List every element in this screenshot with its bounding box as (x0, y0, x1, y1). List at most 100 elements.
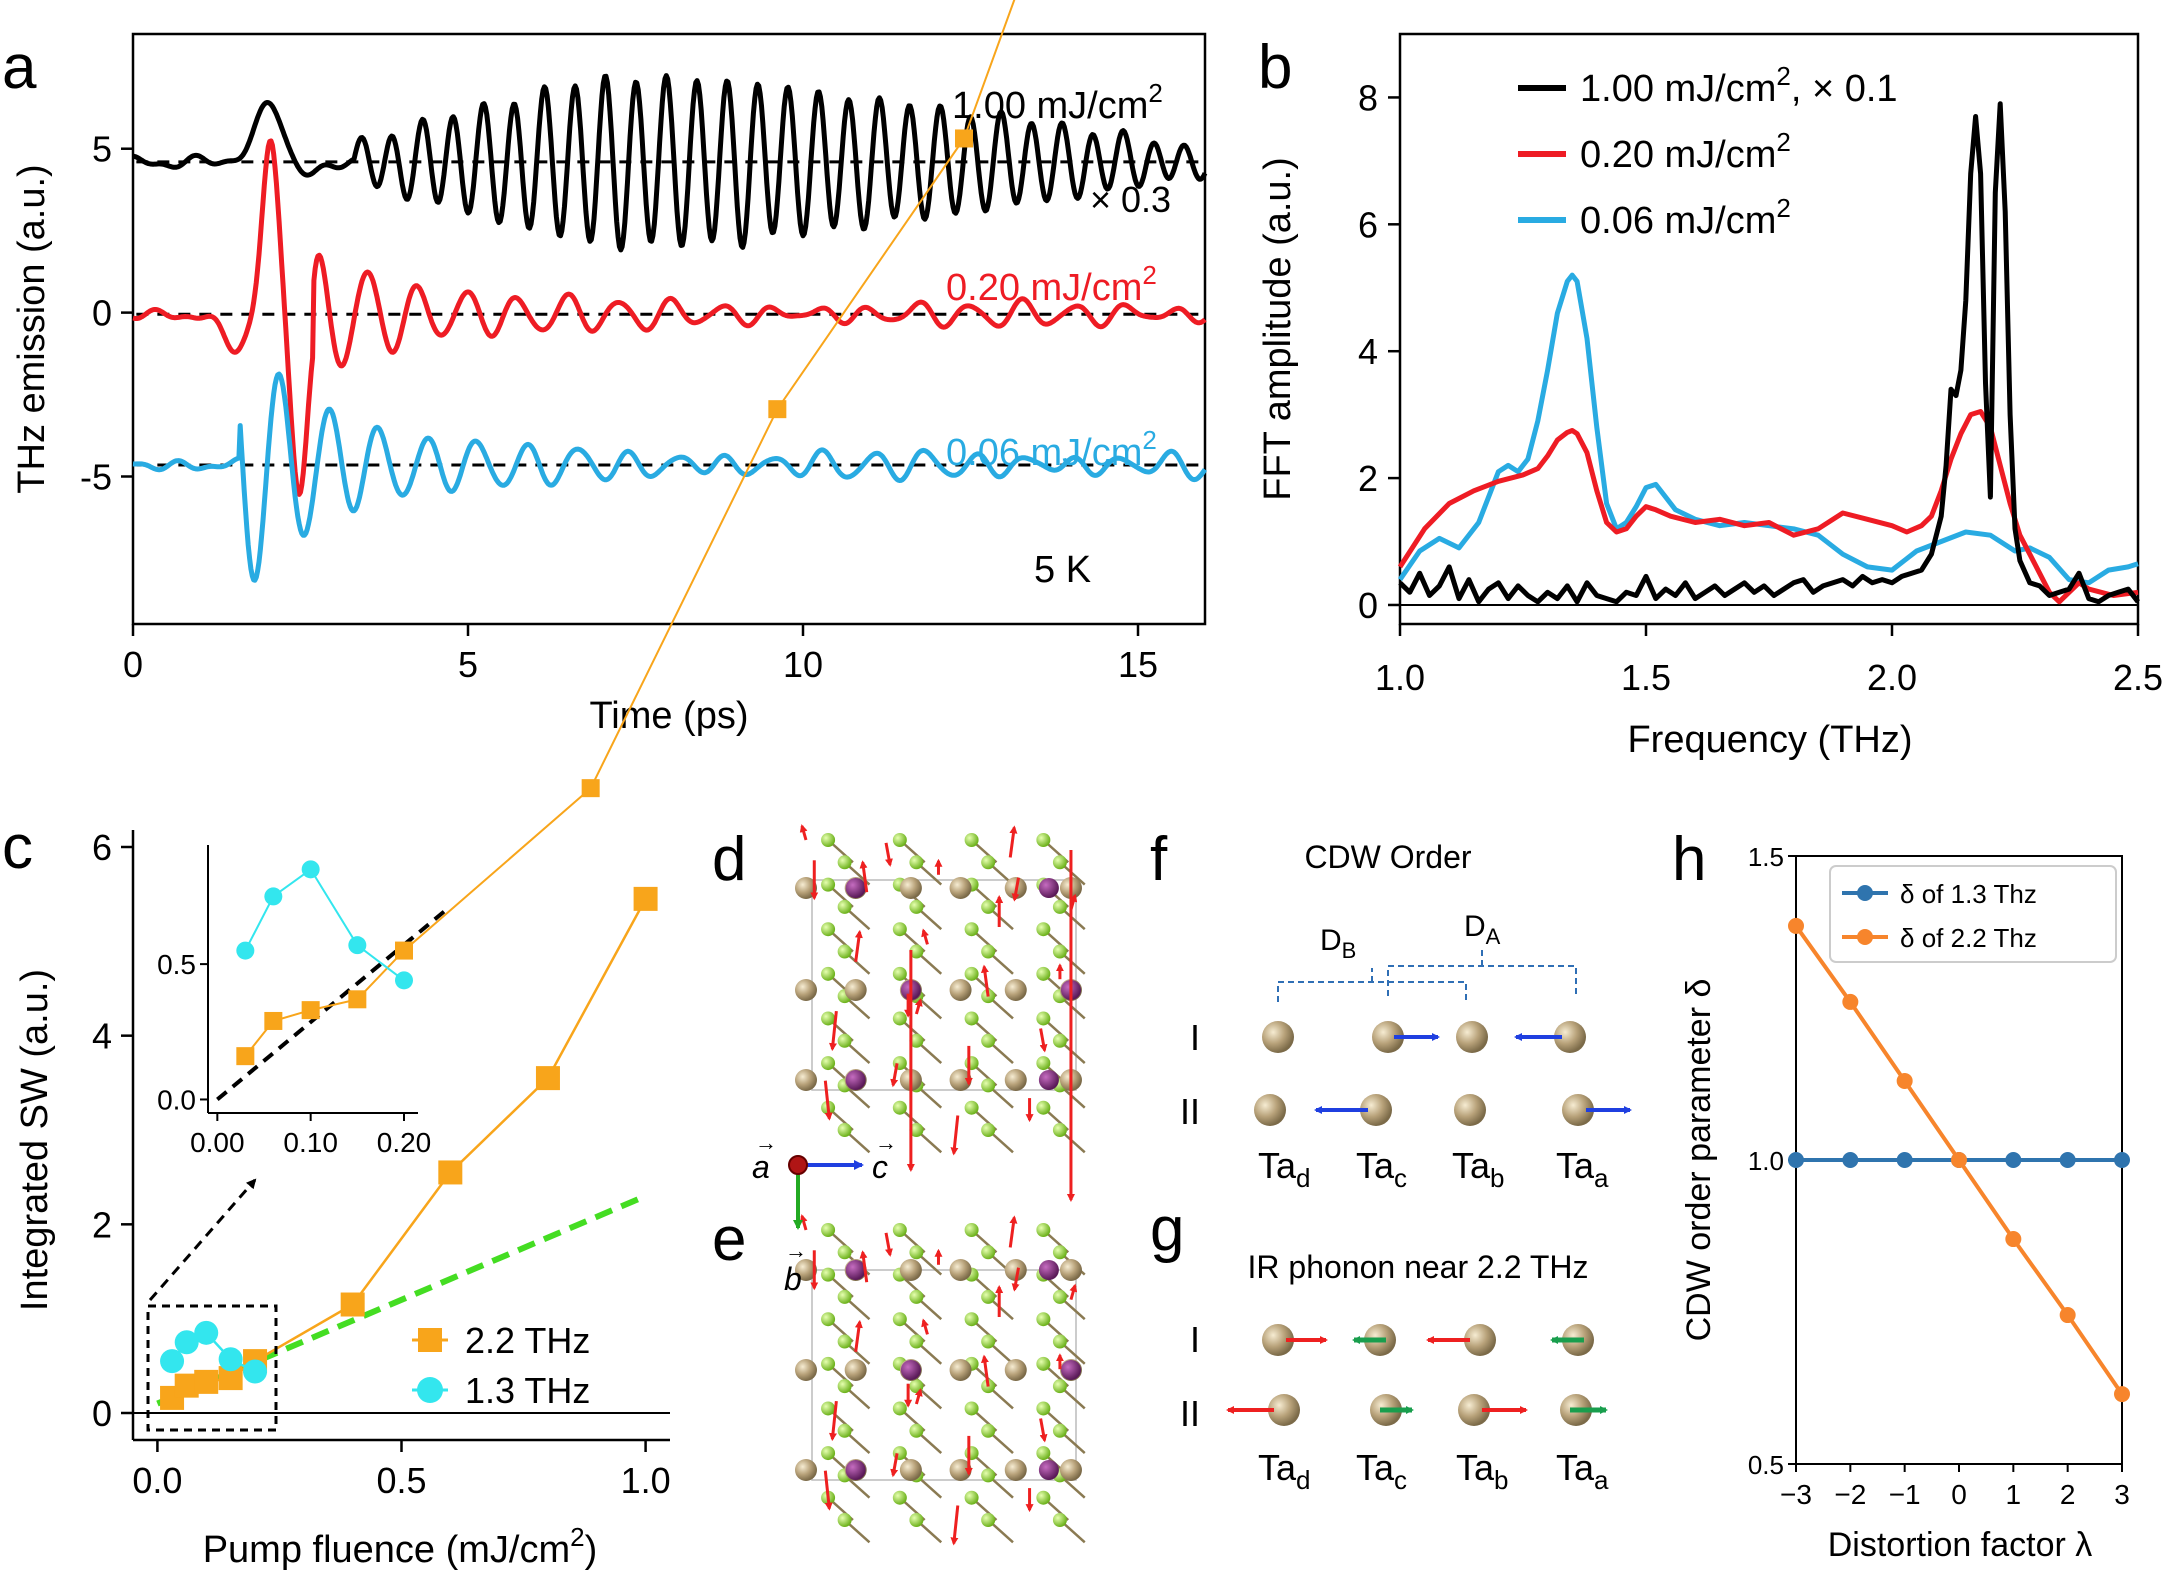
axis-c-vec: → (875, 1130, 897, 1155)
crystal-e-se-atom (893, 1312, 907, 1326)
crystal-d-se-atom (838, 945, 852, 959)
b-ytick-label-0: 0 (1358, 585, 1378, 626)
crystal-e-se-atom (821, 1268, 835, 1282)
panel-c-ylabel: Integrated SW (a.u.) (14, 969, 56, 1311)
crystal-d-se-atom (965, 922, 979, 936)
crystal-e-se-atom (909, 1424, 923, 1438)
panel-a-ylabel: THz emission (a.u.) (11, 164, 53, 493)
row-label-f-II: II (1180, 1091, 1200, 1132)
h-ytick-label-0: 0.5 (1748, 1450, 1784, 1480)
legend-label-100: 1.00 mJ/cm2, × 0.1 (1580, 61, 1898, 110)
crystal-d-se-atom (1053, 855, 1067, 869)
crystal-d-se-atom (821, 878, 835, 892)
b-xtick-label-2: 2.0 (1867, 657, 1917, 698)
inset-xtick-label-1: 0.10 (283, 1127, 338, 1158)
crystal-d-se-atom (965, 1056, 979, 1070)
panel-letter-e: e (712, 1205, 746, 1274)
crystal-d-i-atom (1039, 878, 1059, 898)
panel-h-legend: δ of 1.3 Thz δ of 2.2 Thz (1830, 866, 2116, 962)
crystal-e-disp-arrow (856, 1322, 860, 1352)
crystal-e-se-atom (1053, 1335, 1067, 1349)
legend-label-006: 0.06 mJ/cm2 (1580, 193, 1791, 242)
b-ytick-label-2: 4 (1358, 331, 1378, 372)
h-ytick-label-2: 1.5 (1748, 842, 1784, 872)
crystal-d-disp-arrow (1041, 1029, 1045, 1051)
panel-a-chart: 051015-505 Time (ps) THz emission (a.u.)… (11, 34, 1205, 737)
crystal-e-se-atom (981, 1468, 995, 1482)
crystal-e-se-atom (838, 1245, 852, 1259)
crystal-d-se-atom (965, 1011, 979, 1025)
crystal-e-disp-arrow (923, 1320, 927, 1334)
crystal-e-se-atom (981, 1245, 995, 1259)
crystal-e-se-atom (821, 1357, 835, 1371)
b-ytick-label-3: 6 (1358, 204, 1378, 245)
crystal-e-se-atom (1053, 1290, 1067, 1304)
c-xtick-label-2: 1.0 (621, 1460, 671, 1501)
crystal-e-disp-arrow (802, 1216, 806, 1230)
a-ytick-label-0: -5 (80, 457, 112, 498)
crystal-e-se-atom (965, 1491, 979, 1505)
panel-b-ylabel: FFT amplitude (a.u.) (1257, 157, 1299, 501)
crystal-e-ta-atom (1005, 1359, 1027, 1381)
crystal-d-se-atom (965, 833, 979, 847)
crystal-e-se-atom (893, 1223, 907, 1237)
a-xtick-label-3: 15 (1118, 644, 1158, 685)
h-xtick-label-1: −2 (1834, 1479, 1866, 1510)
panel-letter-b: b (1258, 33, 1292, 102)
row-label-g-II: II (1180, 1393, 1200, 1434)
crystal-e-se-atom (965, 1401, 979, 1415)
b-ytick-label-4: 8 (1358, 77, 1378, 118)
panel-b-legend: 1.00 mJ/cm2, × 0.1 0.20 mJ/cm2 0.06 mJ/c… (1518, 61, 1898, 242)
legend-marker-h22 (1857, 929, 1873, 945)
ta-label-f-b: Tab (1452, 1145, 1505, 1193)
a-xtick-label-0: 0 (123, 644, 143, 685)
inset-point-22-7 (955, 129, 973, 147)
label-db: DB (1320, 924, 1356, 963)
ta-atom-f-I-b (1456, 1021, 1488, 1053)
h-xtick-label-5: 2 (2060, 1479, 2076, 1510)
panel-a-temperature: 5 K (1034, 549, 1091, 591)
crystal-d-ta-atom (1005, 1069, 1027, 1091)
a-xtick-label-2: 10 (783, 644, 823, 685)
crystal-d-ta-atom (950, 877, 972, 899)
crystal-d-disp-arrow (893, 1063, 897, 1085)
ta-label-g-c: Tac (1356, 1447, 1407, 1495)
c-point-22-2 (194, 1370, 218, 1394)
inset-point-22-2 (302, 1001, 320, 1019)
inset-point-22-3 (348, 990, 366, 1008)
crystal-d-se-atom (821, 1056, 835, 1070)
crystal-e-se-atom (1053, 1513, 1067, 1527)
crystal-d-se-atom (1036, 833, 1050, 847)
crystal-d-se-atom (893, 967, 907, 981)
crystal-e-se-atom (1053, 1245, 1067, 1259)
crystal-d-ta-atom (845, 979, 867, 1001)
panel-a-label-006: 0.06 mJ/cm2 (946, 425, 1157, 474)
crystal-d-se-atom (1053, 900, 1067, 914)
crystal-e-disp-arrow (893, 1453, 897, 1475)
a-ytick-label-1: 0 (92, 293, 112, 334)
inset-point-22-6 (768, 400, 786, 418)
crystal-d-se-atom (909, 855, 923, 869)
c-ytick-label-2: 4 (92, 1016, 112, 1057)
crystal-e-se-atom (909, 1513, 923, 1527)
b-ytick-label-1: 2 (1358, 458, 1378, 499)
b-xtick-label-0: 1.0 (1375, 657, 1425, 698)
panel-g-diagram: IR phonon near 2.2 THz I II Tad Tac Tab … (1180, 1249, 1609, 1495)
axis-b-vec: → (785, 1238, 807, 1263)
crystal-e-se-atom (821, 1223, 835, 1237)
crystal-d-se-atom (981, 1123, 995, 1137)
c-ytick-label-3: 6 (92, 827, 112, 868)
crystal-structure-d (795, 826, 1085, 1200)
crystal-d-se-atom (821, 833, 835, 847)
b-trace-2 (1400, 275, 2138, 583)
crystal-d-i-atom (846, 1070, 866, 1090)
h-point-1-3 (1951, 1152, 1967, 1168)
crystal-e-se-atom (909, 1335, 923, 1349)
panel-h-xlabel: Distortion factor λ (1828, 1526, 2093, 1564)
crystal-e-se-atom (1036, 1401, 1050, 1415)
crystal-d-se-atom (821, 1011, 835, 1025)
crystal-e-se-atom (1053, 1379, 1067, 1393)
crystal-e-se-atom (981, 1424, 995, 1438)
crystal-d-se-atom (909, 900, 923, 914)
crystal-d-se-atom (1036, 922, 1050, 936)
